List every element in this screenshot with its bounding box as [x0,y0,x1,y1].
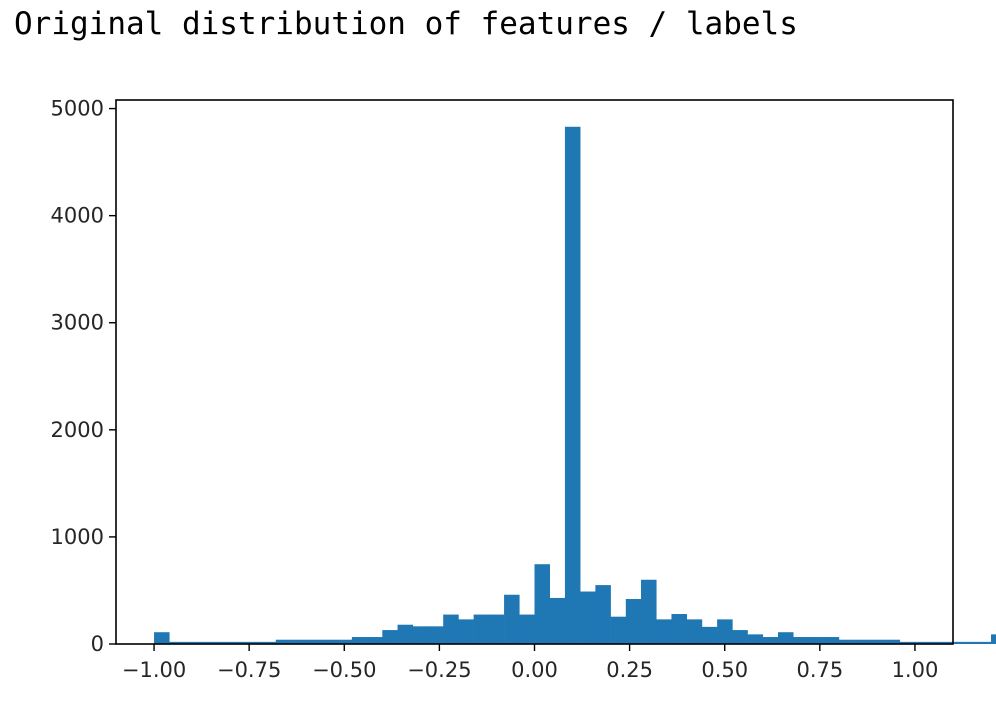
histogram-bar [382,630,398,644]
histogram-bar [641,579,657,644]
page-title: Original distribution of features / labe… [14,6,798,42]
histogram-bar [412,626,429,644]
histogram-bar [869,639,885,644]
histogram-bar [914,641,931,644]
histogram-bar [717,619,733,644]
x-tick-label: 0.75 [796,658,843,682]
x-tick-label: 0.25 [606,658,653,682]
histogram-bar [549,597,566,644]
histogram-bar [732,630,748,644]
histogram-bar [443,614,459,644]
histogram-bar [321,639,337,644]
histogram-bar [610,616,627,644]
histogram-bar [214,641,231,644]
histogram-bar [595,585,611,644]
histogram-bar [519,614,535,644]
histogram-bar [580,591,596,644]
histogram-bar [686,619,703,644]
x-axis-ticks: −1.00 −0.75 −0.50 −0.25 0.00 0.25 0.50 0.75 1.00 [122,644,938,682]
histogram-bar [473,614,490,644]
histogram-bar [336,639,353,644]
histogram-bar [367,637,383,644]
histogram-bar [184,641,200,644]
histogram-bar [838,639,855,644]
histogram-bar [991,634,996,644]
histogram-bar [230,641,246,644]
histogram-bar [854,639,870,644]
y-tick-label: 0 [91,632,104,656]
histogram-bar [351,637,368,644]
histogram-bar [488,614,505,644]
histogram-bar [793,637,809,644]
histogram-bar [534,564,551,644]
x-tick-label: 1.00 [892,658,939,682]
histogram-bar [291,639,307,644]
x-tick-label: 0.50 [701,658,748,682]
histogram-bar [975,641,992,644]
histogram-bar [199,641,216,644]
x-tick-label: −0.25 [407,658,471,682]
histogram-bar [899,641,916,644]
histogram-bar [275,639,292,644]
histogram-bar [625,599,642,644]
y-tick-label: 2000 [51,418,104,442]
histogram-bar [884,639,901,644]
histogram-bar [701,626,718,644]
histogram-bar [458,619,474,644]
histogram-bar [823,637,840,644]
x-tick-label: −0.50 [312,658,376,682]
histogram-bar [397,624,414,644]
histogram-bar [808,637,824,644]
x-tick-label: −1.00 [122,658,186,682]
x-tick-label: 0.00 [511,658,558,682]
histogram-bar [154,632,170,644]
y-tick-label: 3000 [51,311,104,335]
histogram-bar [260,641,277,644]
histogram-bar [656,619,672,644]
histogram-bar [747,634,764,644]
histogram-bar [777,632,794,644]
histogram-bar [169,641,185,644]
histogram-bar [762,637,779,644]
y-tick-label: 1000 [51,525,104,549]
histogram-bar [504,594,520,644]
y-tick-label: 4000 [51,204,104,228]
histogram-bars [154,126,996,644]
y-axis-ticks: 0 1000 2000 3000 4000 5000 [51,97,116,656]
histogram-bar [245,641,261,644]
x-tick-label: −0.75 [217,658,281,682]
histogram-bar [427,626,444,644]
histogram-bar [564,126,581,644]
histogram-bar [671,614,687,644]
y-tick-label: 5000 [51,97,104,121]
plot-frame [115,99,954,645]
histogram-bar [930,641,946,644]
histogram-bar [960,641,977,644]
histogram-bar [306,639,322,644]
